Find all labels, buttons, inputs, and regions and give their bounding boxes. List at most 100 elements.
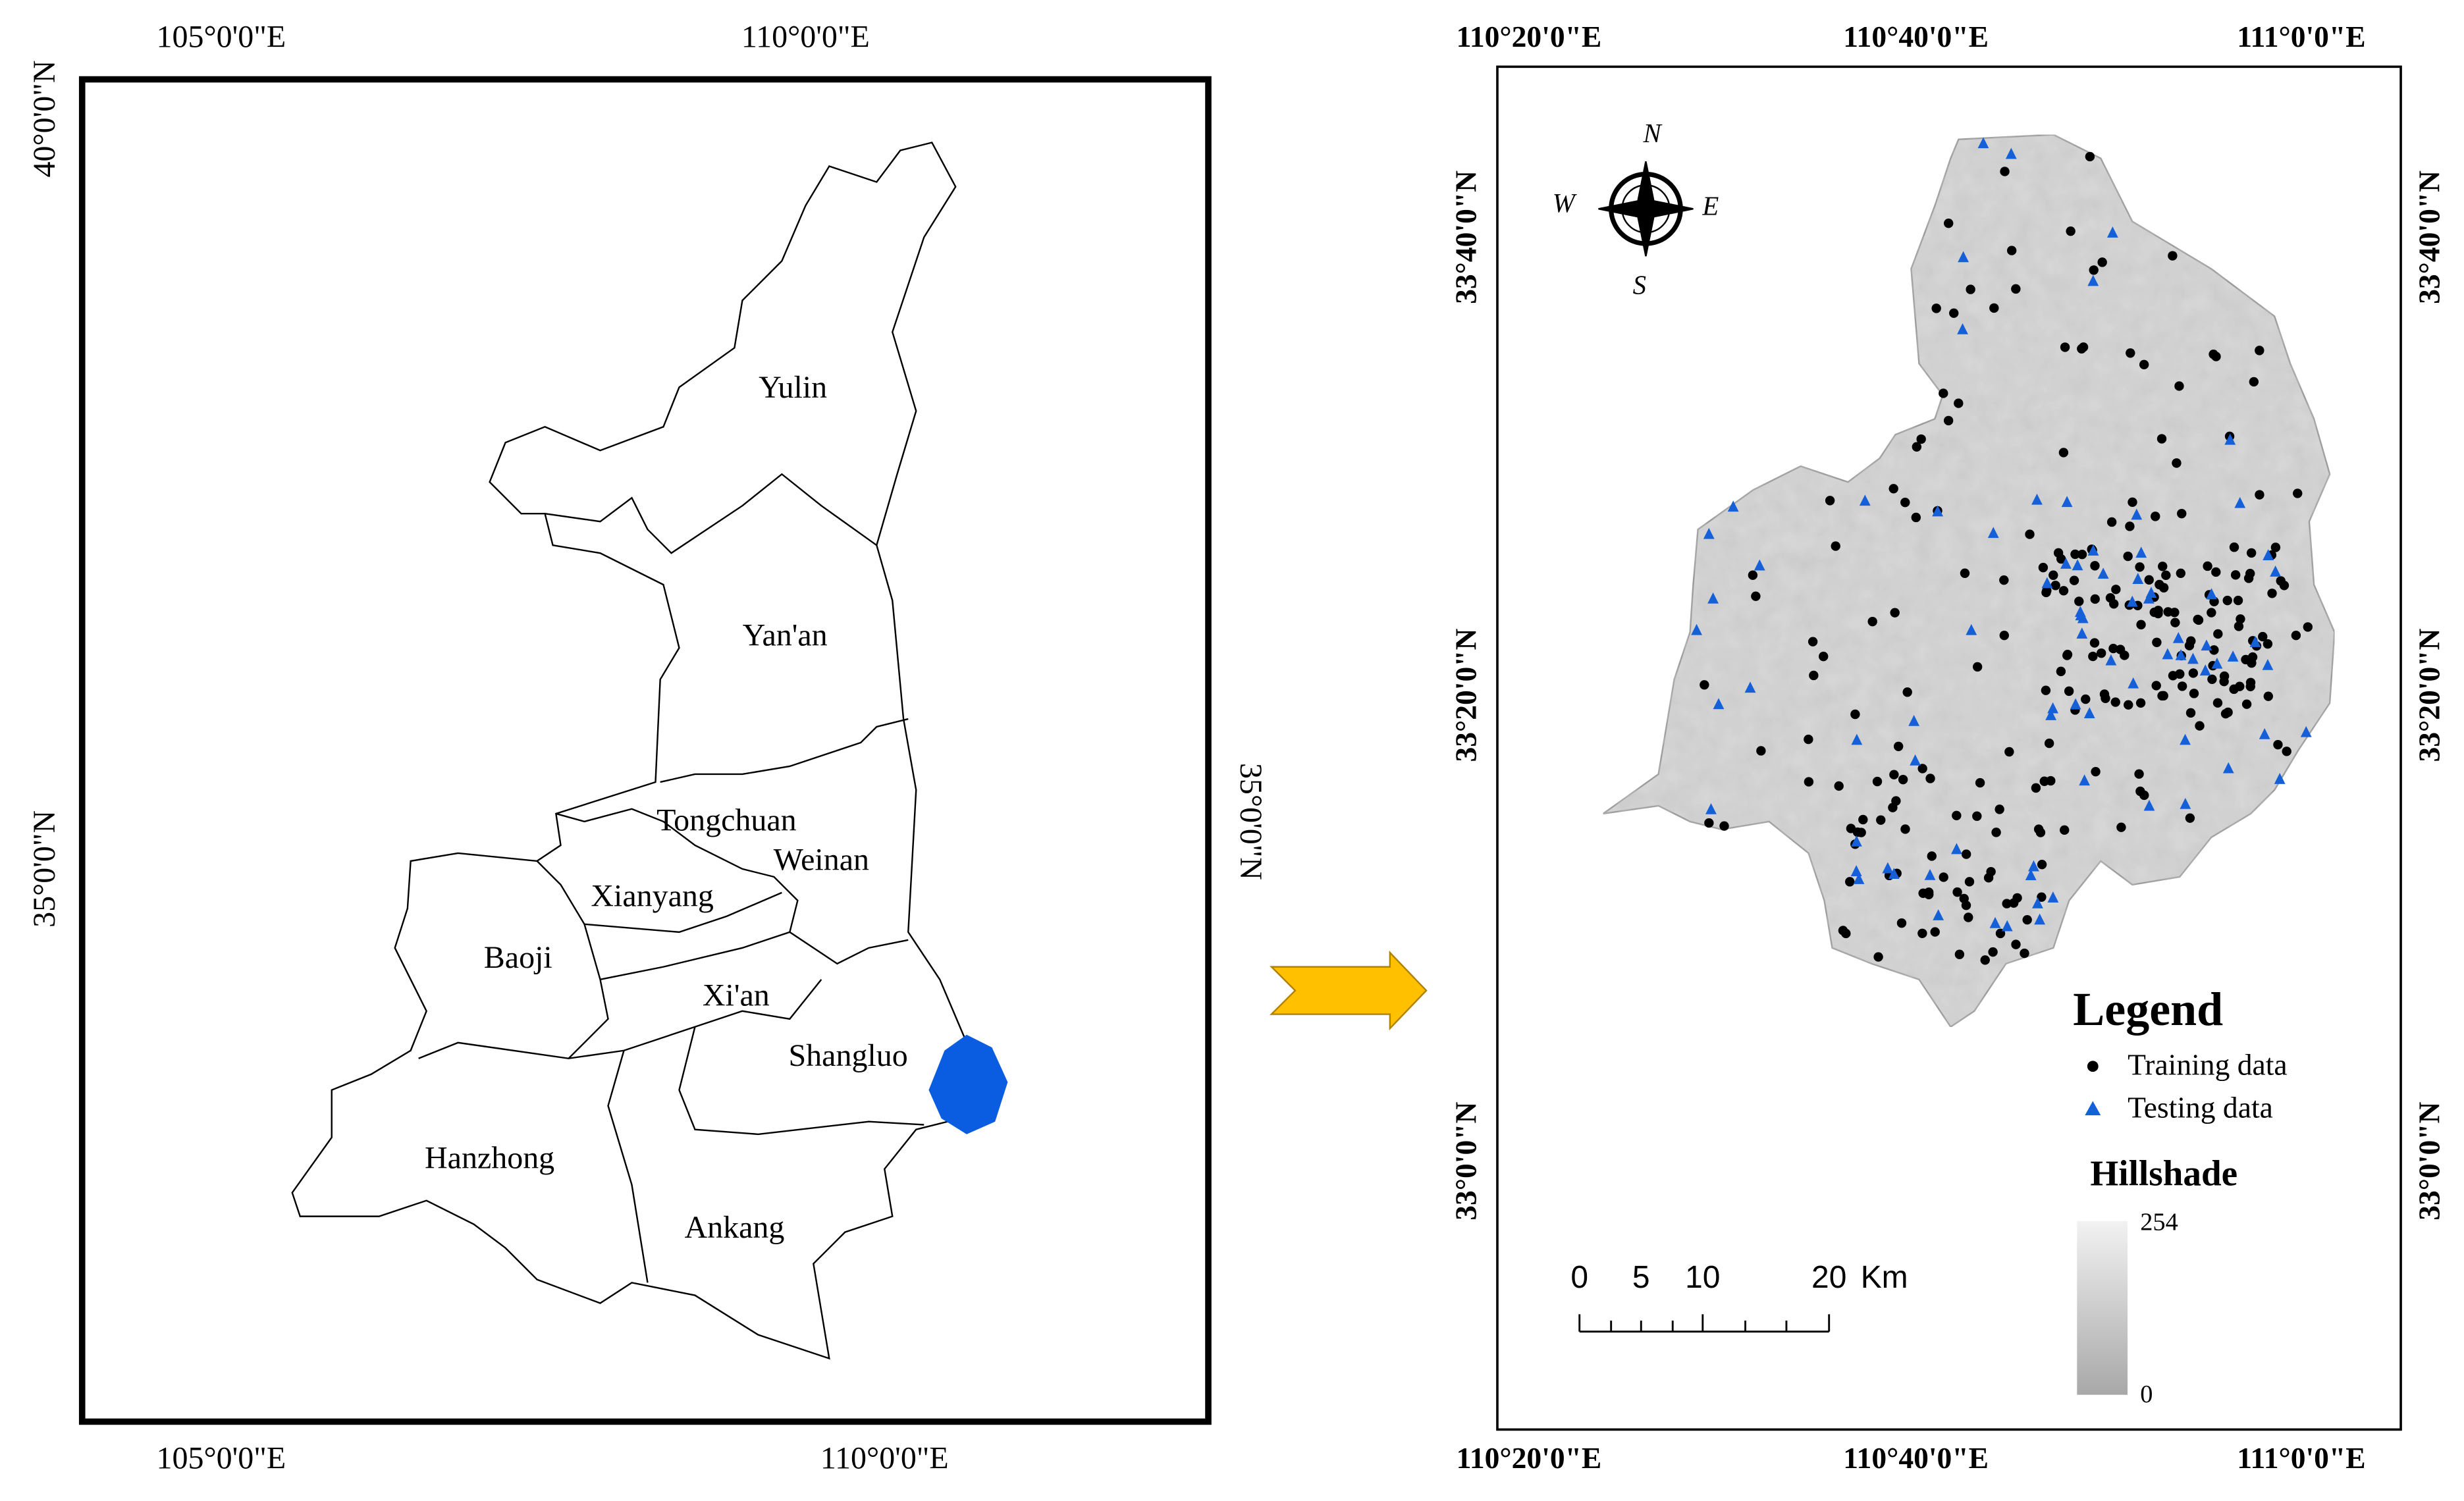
training-point [2039, 776, 2049, 786]
training-point [2125, 521, 2135, 531]
training-point [1954, 398, 1964, 408]
training-point [2158, 562, 2168, 571]
testing-point [2222, 762, 2234, 774]
testing-point [1924, 869, 1936, 880]
testing-point [2106, 226, 2118, 238]
legend-title: Legend [2073, 983, 2223, 1036]
training-point [2077, 549, 2087, 560]
testing-point [1853, 873, 1865, 884]
training-point [2037, 859, 2047, 870]
graticule-label: 33°0'0"N [1449, 1101, 1482, 1220]
graticule-label: 110°40'0"E [1843, 20, 1989, 53]
sample-points [1691, 137, 2313, 965]
legend-item: Testing data [2128, 1090, 2273, 1124]
training-point [2212, 698, 2223, 708]
training-point [1804, 734, 1813, 745]
testing-point [2070, 698, 2081, 710]
region-label: Tongchuan [656, 803, 796, 837]
testing-point [1882, 862, 1894, 874]
graticule-label: 110°20'0"E [1457, 1441, 1602, 1475]
testing-point [2028, 860, 2039, 872]
testing-point [2132, 573, 2144, 584]
testing-point [1744, 681, 1756, 693]
training-point [2170, 618, 2180, 627]
scale-label: 10 [1685, 1260, 1720, 1295]
testing-point [2143, 799, 2155, 811]
training-point [2153, 606, 2163, 616]
region-label: Xianyang [591, 878, 714, 913]
training-point [1931, 303, 1941, 313]
training-point [1975, 777, 1985, 788]
training-point [1896, 918, 1907, 928]
testing-point [2126, 595, 2138, 607]
training-point [1845, 877, 1855, 887]
training-point [1972, 662, 1983, 672]
training-point [2176, 568, 2186, 578]
training-point [2188, 668, 2199, 678]
training-point [1949, 308, 1959, 318]
training-point [2303, 622, 2313, 632]
training-point [1999, 575, 2009, 585]
graticule-label: 105°0'0"E [157, 20, 286, 55]
training-point [1872, 776, 1883, 787]
training-point [2110, 697, 2120, 707]
testing-point [2259, 728, 2270, 739]
testing-point [1713, 698, 1725, 710]
training-point [2255, 490, 2264, 500]
training-point [2111, 585, 2121, 594]
compass-label: N [1642, 118, 1663, 148]
training-point [2246, 548, 2257, 558]
training-point [2012, 893, 2022, 903]
training-point [1960, 568, 1970, 578]
training-point [2213, 629, 2223, 639]
compass-label: E [1701, 192, 1719, 221]
training-point [2064, 686, 2074, 697]
training-point [2282, 747, 2291, 756]
training-point [2245, 681, 2255, 691]
testing-point [1908, 715, 1920, 726]
training-point [2185, 813, 2195, 823]
testing-point [2031, 493, 2043, 505]
training-point [2222, 595, 2232, 606]
graticule-label: 105°0'0"E [157, 1440, 286, 1475]
compass [1598, 161, 1694, 257]
training-point [2189, 689, 2199, 698]
training-point [1952, 887, 1962, 897]
testing-point [2045, 709, 2057, 720]
training-point [1911, 512, 1921, 523]
training-point [1917, 928, 1927, 938]
training-point [1966, 284, 1975, 294]
training-point [1889, 770, 1899, 779]
training-point [2207, 674, 2217, 684]
training-point [2038, 562, 2049, 573]
training-point [1890, 608, 1900, 618]
training-point [1912, 442, 1922, 452]
training-point [1704, 818, 1714, 828]
testing-point [1691, 623, 1702, 635]
ramp-label: 0 [2140, 1381, 2153, 1408]
testing-point [1933, 909, 1944, 920]
training-point [2177, 681, 2187, 691]
training-point [2066, 226, 2076, 236]
testing-point [2128, 677, 2139, 689]
region-label: Ankang [684, 1210, 784, 1245]
testing-point [1727, 500, 1739, 512]
testing-point [1851, 835, 1862, 847]
testing-point [2249, 636, 2261, 647]
graticule-label: 110°0'0"E [741, 20, 870, 55]
testing-point [2180, 733, 2191, 745]
training-point [1916, 434, 1926, 444]
training-point [1846, 824, 1856, 833]
training-point [1831, 541, 1840, 551]
legend-training-symbol [2087, 1061, 2099, 1072]
training-point [1918, 888, 1928, 899]
training-point [2123, 551, 2133, 562]
training-point [2139, 359, 2149, 370]
study-area-highlight [928, 1034, 1008, 1134]
graticule-label: 35°0'0"N [1233, 763, 1268, 880]
training-point [2219, 677, 2229, 687]
training-point [2090, 561, 2100, 571]
testing-point [2143, 592, 2155, 604]
training-point [2097, 648, 2106, 658]
testing-point [2172, 631, 2184, 643]
